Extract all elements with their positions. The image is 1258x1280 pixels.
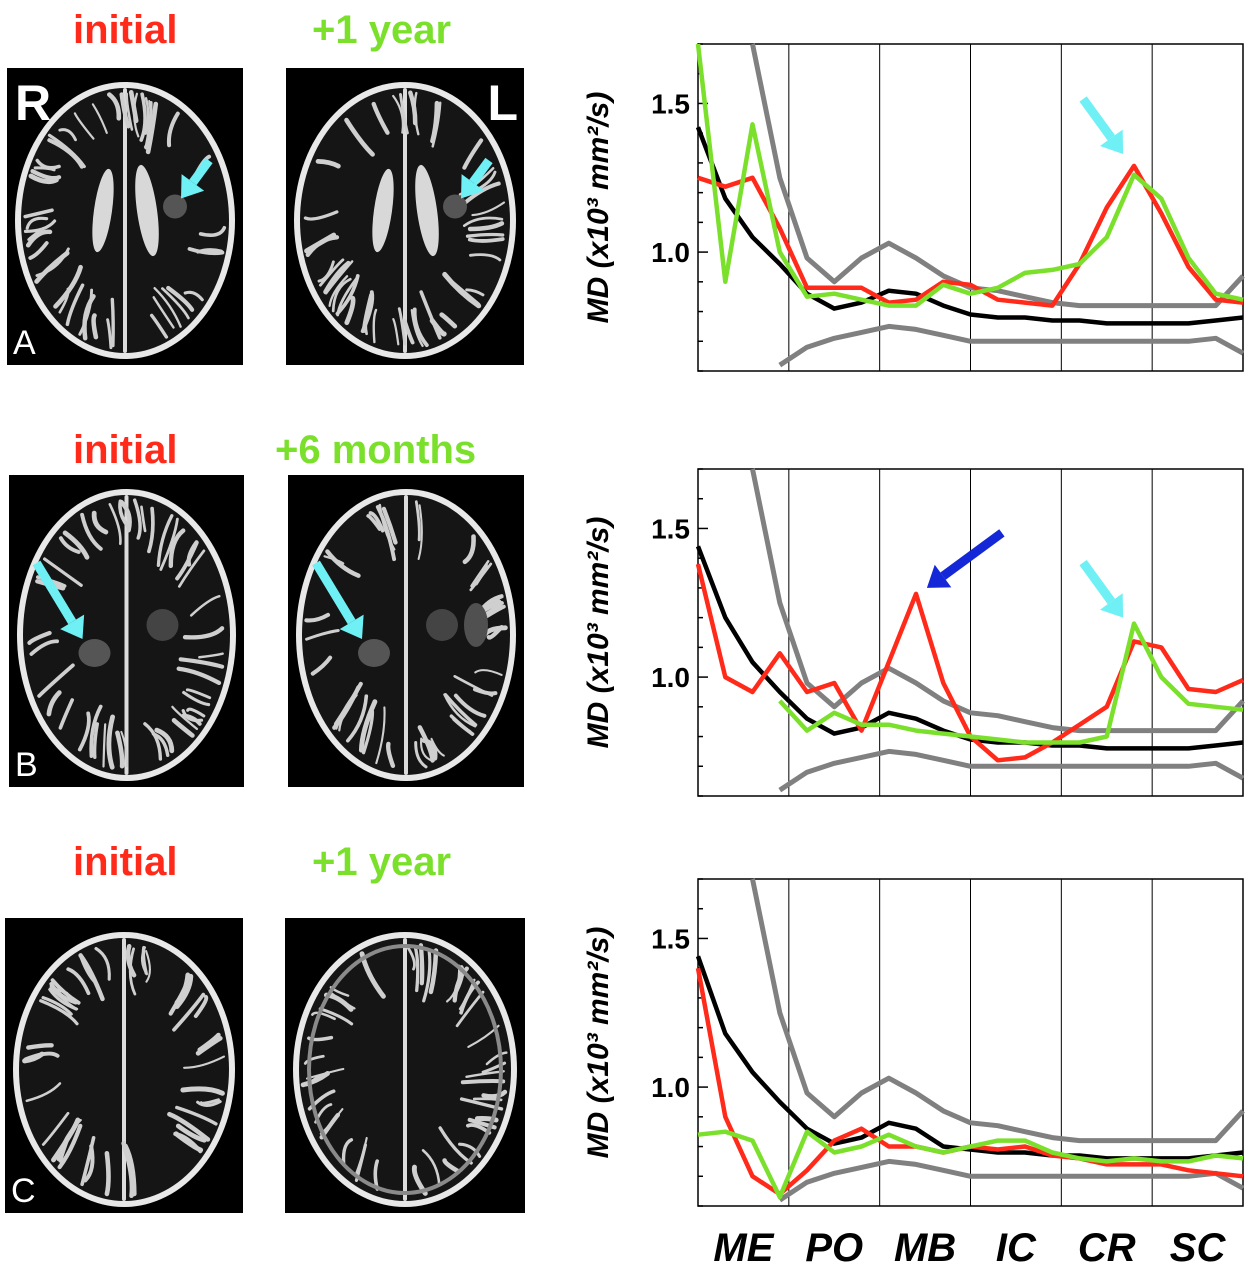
panel-c-initial-mri: C (5, 918, 243, 1213)
pointer-arrow-icon (461, 157, 493, 199)
pointer-arrow-icon (1079, 96, 1124, 154)
panel-c-letter: C (11, 1172, 36, 1210)
y-axis-label: MD (x10³ mm²/s) (582, 92, 615, 324)
panel-c-followup-mri (285, 918, 525, 1213)
series-line-followup (697, 1129, 1244, 1200)
md-profile-chart-b: 1.0 1.5 MD (x10³ mm²/s) (560, 465, 1250, 805)
lesion (78, 639, 111, 667)
y-tick-label: 1.5 (651, 513, 690, 544)
series-line-followup (695, 43, 1244, 308)
pointer-arrow-icon (926, 529, 1005, 588)
series-line-upper (750, 43, 1245, 309)
panel-c-followup-label: +1 year (312, 840, 452, 884)
ventricle-left (135, 164, 159, 257)
md-profile-chart-a: 1.0 1.5 MD (x10³ mm²/s) (560, 40, 1250, 380)
lesion (443, 194, 467, 219)
panel-b-initial-mri: B (9, 475, 244, 787)
y-tick-label: 1.0 (651, 1072, 690, 1103)
x-category-label: CR (1078, 1226, 1136, 1270)
panel-b-followup-label: +6 months (275, 428, 477, 472)
y-axis-label: MD (x10³ mm²/s) (582, 927, 615, 1159)
panel-a-initial-mri: R A (7, 68, 243, 365)
panel-a-followup-mri: L (286, 68, 524, 365)
series-line-lower (778, 1158, 1245, 1203)
panel-a-initial-label: initial (73, 8, 178, 52)
y-axis-label: MD (x10³ mm²/s) (582, 517, 615, 749)
series-line-upper (750, 468, 1245, 734)
series-line-lower (778, 323, 1245, 368)
y-tick-label: 1.5 (651, 923, 690, 954)
ventricle-right (92, 168, 114, 253)
panel-b-followup-mri (288, 475, 524, 787)
panel-a-followup-label: +1 year (312, 8, 452, 52)
y-tick-label: 1.0 (651, 237, 690, 268)
x-category-label: PO (805, 1226, 863, 1270)
series-line-initial (697, 163, 1244, 308)
pointer-arrow-icon (181, 157, 213, 199)
x-category-label: ME (713, 1226, 774, 1270)
panel-a-letter: A (13, 324, 36, 362)
series-line-mean (695, 126, 1244, 326)
x-category-label: MB (894, 1226, 956, 1270)
y-tick-label: 1.0 (651, 662, 690, 693)
panel-c-initial-label: initial (73, 840, 178, 884)
lesion (358, 639, 390, 667)
lesion (163, 194, 187, 219)
ventricle-right (372, 168, 394, 253)
md-profile-chart-c: 1.0 1.5 MD (x10³ mm²/s) ME PO MB IC CR SC (560, 875, 1250, 1280)
panel-b-letter: B (15, 746, 38, 784)
pointer-arrow-icon (312, 560, 364, 639)
right-side-marker: R (15, 75, 52, 131)
x-category-label: SC (1170, 1226, 1227, 1270)
series-line-followup (778, 621, 1244, 745)
panel-b-initial-label: initial (73, 428, 178, 472)
series-line-mean (695, 545, 1244, 751)
y-tick-label: 1.5 (651, 88, 690, 119)
pointer-arrow-icon (1079, 559, 1124, 618)
pointer-arrow-icon (32, 560, 85, 639)
ventricle-left (415, 164, 439, 257)
left-side-marker: L (487, 75, 518, 131)
series-line-lower (778, 748, 1245, 793)
series-line-upper (750, 878, 1245, 1144)
x-category-label: IC (996, 1226, 1037, 1270)
